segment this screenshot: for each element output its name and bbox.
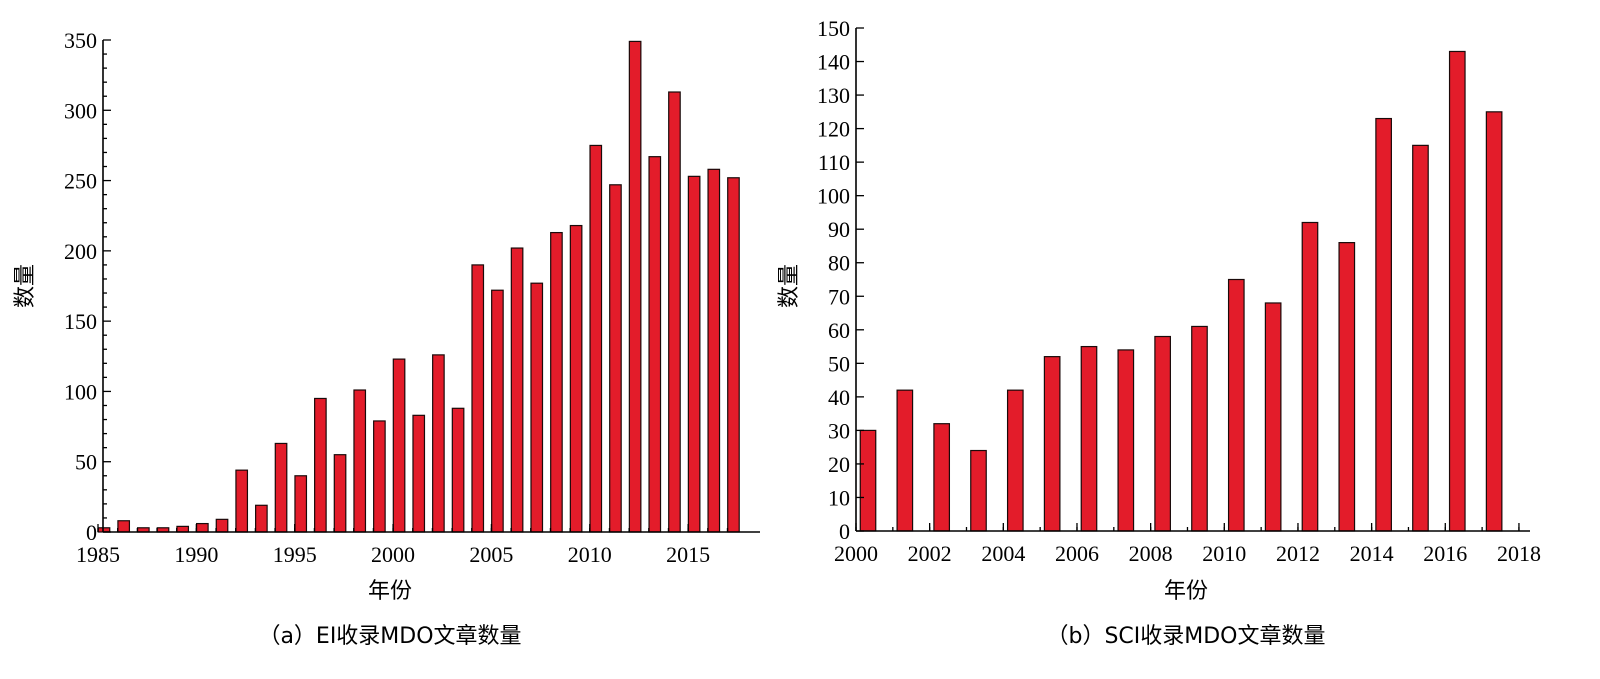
bar-2005 [491, 289, 504, 533]
bar-2004 [471, 264, 485, 533]
x-tick-label: 2006 [1055, 541, 1099, 566]
chart-panel-b: 0 10 20 30 40 50 60 70 80 90 100 110 120 130 140 150 200… [777, 16, 1541, 649]
bar-2013 [648, 156, 662, 533]
x-tick-label: 2000 [371, 542, 415, 567]
x-tick-label: 2015 [666, 542, 710, 567]
y-tick-label: 150 [817, 16, 850, 41]
y-tick-label: 20 [828, 452, 850, 477]
bar-2009 [569, 224, 583, 533]
x-tick-label: 1995 [273, 542, 317, 567]
bar-1991 [215, 518, 229, 533]
x-tick-label: 1985 [76, 542, 120, 567]
y-tick-label: 0 [86, 520, 97, 545]
bar-2016 [707, 168, 721, 533]
x-tick-label: 2012 [1276, 541, 1320, 566]
bar-2015 [1412, 144, 1429, 532]
y-axis-title: 数量 [777, 264, 802, 308]
y-tick-label: 50 [75, 450, 97, 475]
y-tick-label: 300 [64, 98, 97, 123]
y-tick-label: 50 [828, 351, 850, 376]
bar-2000 [859, 429, 877, 532]
bar-2011 [1264, 302, 1282, 532]
y-axis-title: 数量 [13, 264, 38, 308]
bar-2008 [1154, 335, 1171, 532]
bar-1992 [235, 469, 249, 533]
bar-1996 [314, 397, 327, 533]
x-axis-title: 年份 [368, 579, 412, 604]
y-tick-label: 120 [817, 117, 850, 142]
bar-2006 [510, 247, 524, 533]
bar-2003 [451, 407, 465, 533]
bar-2002 [432, 354, 445, 533]
bar-2007 [530, 282, 544, 533]
y-tick-label: 30 [828, 418, 850, 443]
bar-2003 [970, 449, 987, 532]
bar-2000 [392, 358, 406, 533]
y-tick-label: 100 [64, 379, 97, 404]
bar-2005 [1043, 356, 1061, 532]
bar-1986 [117, 520, 131, 533]
bar-2014 [1375, 117, 1392, 532]
y-tick-label: 140 [817, 50, 850, 75]
x-tick-label: 2008 [1129, 541, 1173, 566]
bar-2008 [550, 231, 563, 533]
bar-2014 [668, 91, 681, 533]
x-tick-label: 1990 [174, 542, 218, 567]
bar-2012 [1301, 221, 1319, 532]
bar-2004 [1006, 389, 1024, 532]
x-tick-label: 2016 [1423, 541, 1467, 566]
y-tick-label: 110 [818, 150, 850, 175]
bar-2017 [727, 177, 740, 533]
y-tick-label: 70 [828, 284, 850, 309]
bar-1995 [294, 475, 308, 533]
y-tick-label: 150 [64, 309, 97, 334]
x-tick-label: 2000 [834, 541, 878, 566]
x-tick-label: 2004 [981, 541, 1025, 566]
y-tick-label: 0 [839, 519, 850, 544]
bar-1998 [353, 389, 367, 533]
bar-1997 [333, 454, 347, 533]
bar-2002 [933, 423, 951, 532]
bar-2017 [1485, 111, 1503, 532]
chart-caption: （b）SCI收录MDO文章数量 [1046, 624, 1325, 649]
bar-2006 [1080, 345, 1098, 532]
bar-2001 [412, 414, 426, 533]
x-tick-label: 2010 [1202, 541, 1246, 566]
x-axis-title: 年份 [1164, 579, 1208, 604]
x-tick-label: 2014 [1350, 541, 1394, 566]
bar-1989 [176, 525, 190, 533]
chart-panel-a: 0 50 100 150 200 250 300 350 1985 1990 1995 2000 200… [13, 28, 760, 649]
bar-2009 [1191, 325, 1208, 532]
x-tick-label: 2018 [1497, 541, 1541, 566]
y-tick-label: 40 [828, 385, 850, 410]
x-tick-label: 2010 [568, 542, 612, 567]
y-tick-label: 90 [828, 217, 850, 242]
bar-2001 [896, 389, 914, 532]
bar-2011 [609, 184, 622, 533]
bar-1999 [373, 420, 386, 533]
bar-1994 [274, 442, 288, 533]
bar-2016 [1448, 50, 1466, 532]
x-tick-label: 2005 [469, 542, 513, 567]
chart-caption: （a）EI收录MDO文章数量 [258, 624, 521, 649]
y-tick-label: 10 [828, 485, 850, 510]
bar-2010 [589, 144, 603, 533]
bar-1993 [255, 504, 268, 533]
y-tick-label: 60 [828, 318, 850, 343]
bar-2015 [687, 175, 701, 533]
x-tick-label: 2002 [908, 541, 952, 566]
y-tick-label: 200 [64, 239, 97, 264]
y-tick-label: 350 [64, 28, 97, 53]
y-tick-label: 80 [828, 251, 850, 276]
y-tick-label: 100 [817, 184, 850, 209]
bar-2010 [1227, 278, 1245, 532]
bar-2012 [628, 40, 642, 533]
bar-2007 [1117, 349, 1135, 532]
y-tick-label: 250 [64, 169, 97, 194]
y-tick-label: 130 [817, 83, 850, 108]
bar-1990 [196, 522, 209, 533]
bar-2013 [1338, 242, 1356, 532]
